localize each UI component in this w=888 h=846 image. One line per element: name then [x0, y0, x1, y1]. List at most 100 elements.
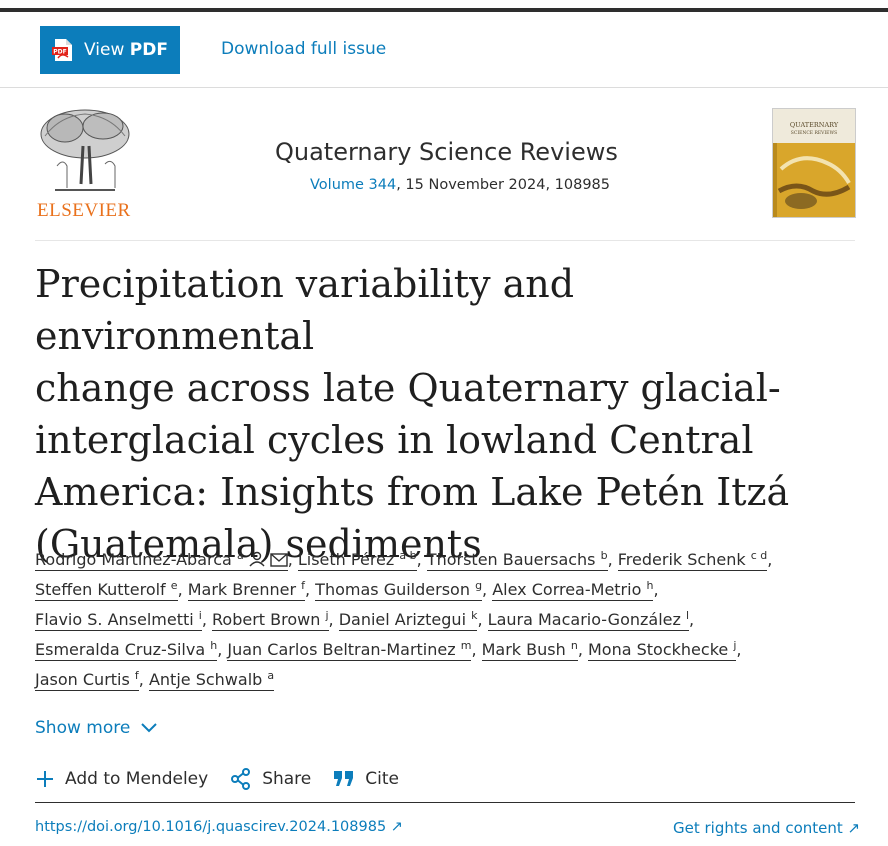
title-line: interglacial cycles in lowland Central	[35, 418, 754, 462]
author-name: Juan Carlos Beltran-Martinez	[227, 640, 456, 659]
author-separator: ,	[138, 670, 149, 689]
share-label: Share	[262, 769, 312, 789]
download-full-issue-link[interactable]: Download full issue	[221, 39, 387, 59]
author-name: Thorsten Bauersachs	[426, 550, 596, 569]
author-name: Mona Stockhecke	[588, 640, 729, 659]
author-affiliation: f	[301, 579, 305, 592]
article-actions: Add to Mendeley Share Cite	[35, 767, 421, 791]
author-link[interactable]: Thomas Guilderson g	[315, 579, 483, 601]
author-separator: ,	[482, 580, 493, 599]
author-affiliation: j	[733, 639, 737, 652]
article-title: Precipitation variability and environmen…	[35, 258, 855, 570]
volume-link[interactable]: Volume 344	[310, 177, 397, 193]
title-line: Precipitation variability and environmen…	[35, 262, 575, 358]
cover-title-2: SCIENCE REVIEWS	[791, 130, 837, 136]
author-link[interactable]: Esmeralda Cruz-Silva h	[35, 639, 218, 661]
author-link[interactable]: Rodrigo Martínez-Abarca a	[35, 550, 288, 571]
elsevier-tree-icon	[40, 109, 130, 191]
view-pdf-button[interactable]: PDF View PDF	[40, 26, 180, 74]
add-to-mendeley-label: Add to Mendeley	[65, 769, 209, 789]
article-toolbar: PDF View PDF Download full issue	[0, 12, 888, 88]
author-separator: ,	[217, 640, 228, 659]
author-name: Rodrigo Martínez-Abarca	[35, 550, 232, 569]
author-separator: ,	[287, 550, 298, 569]
cite-label: Cite	[365, 769, 399, 789]
author-link[interactable]: Robert Brown j	[212, 610, 329, 631]
publisher-wordmark: ELSEVIER	[37, 200, 131, 221]
author-link[interactable]: Jason Curtis f	[35, 670, 139, 691]
author-affiliation: a	[236, 549, 244, 562]
author-name: Jason Curtis	[35, 670, 130, 689]
view-pdf-label-bold: PDF	[129, 40, 168, 60]
author-affiliation: n	[570, 639, 578, 652]
author-separator: ,	[471, 640, 482, 659]
author-name: Flavio S. Anselmetti	[35, 610, 194, 629]
show-more-label: Show more	[35, 718, 131, 738]
author-name: Laura Macario-González	[487, 610, 681, 629]
author-link[interactable]: Mark Brenner f	[187, 579, 305, 601]
author-link[interactable]: Laura Macario-González l	[487, 609, 690, 631]
cover-title-1: QUATERNARY	[790, 121, 839, 129]
author-affiliation: c d	[750, 549, 768, 562]
author-affiliation: k	[471, 609, 478, 622]
top-border	[0, 8, 888, 12]
author-separator: ,	[607, 550, 618, 569]
author-affiliation: h	[646, 579, 654, 592]
author-name: Alex Correa-Metrio	[492, 580, 642, 599]
author-separator: ,	[305, 580, 316, 599]
email-icon	[269, 553, 288, 567]
author-separator: ,	[477, 610, 488, 629]
author-link[interactable]: Daniel Ariztegui k	[338, 609, 478, 631]
author-separator: ,	[416, 550, 427, 569]
issue-info: Volume 344, 15 November 2024, 108985	[310, 177, 610, 193]
author-link[interactable]: Steffen Kutterolf e	[35, 580, 178, 601]
author-affiliation: l	[685, 609, 690, 622]
author-link[interactable]: Liseth Pérez a b	[297, 549, 417, 571]
author-separator: ,	[653, 580, 664, 599]
author-name: Thomas Guilderson	[315, 580, 470, 599]
issue-date: , 15 November 2024, 108985	[396, 177, 611, 193]
author-link[interactable]: Mark Bush n	[481, 639, 578, 661]
author-affiliation: b	[600, 549, 608, 562]
author-link[interactable]: Antje Schwalb a	[148, 670, 275, 691]
add-to-mendeley-button[interactable]: Add to Mendeley	[35, 769, 208, 789]
author-link[interactable]: Frederik Schenk c d	[617, 549, 768, 571]
chevron-down-icon	[141, 723, 158, 733]
author-affiliation: h	[210, 639, 218, 652]
get-rights-link[interactable]: Get rights and content ↗	[673, 819, 861, 837]
journal-cover-image[interactable]: QUATERNARY SCIENCE REVIEWS	[772, 108, 856, 218]
svg-text:PDF: PDF	[53, 49, 66, 56]
share-button[interactable]: Share	[230, 768, 311, 790]
author-link[interactable]: Mona Stockhecke j	[588, 639, 737, 661]
journal-cover-art: QUATERNARY SCIENCE REVIEWS	[773, 109, 855, 217]
author-separator: ,	[328, 610, 339, 629]
journal-title-link[interactable]: Quaternary Science Reviews	[275, 138, 618, 166]
author-affiliation: f	[134, 669, 139, 682]
author-separator: ,	[577, 640, 588, 659]
share-icon	[231, 768, 251, 790]
author-separator: ,	[736, 640, 747, 659]
author-separator: ,	[767, 550, 778, 569]
cite-button[interactable]: Cite	[333, 769, 399, 789]
doi-link[interactable]: https://doi.org/10.1016/j.quascirev.2024…	[35, 819, 403, 835]
author-name: Antje Schwalb	[148, 670, 263, 689]
author-name: Steffen Kutterolf	[35, 580, 166, 599]
show-more-button[interactable]: Show more	[35, 718, 158, 738]
divider	[35, 802, 855, 803]
author-name: Mark Brenner	[187, 580, 297, 599]
journal-header: ELSEVIER Quaternary Science Reviews Volu…	[35, 106, 856, 241]
author-name: Daniel Ariztegui	[338, 610, 467, 629]
author-link[interactable]: Flavio S. Anselmetti i	[35, 610, 202, 631]
author-link[interactable]: Thorsten Bauersachs b	[426, 549, 608, 571]
author-separator: ,	[177, 580, 188, 599]
author-name: Mark Bush	[481, 640, 566, 659]
author-link[interactable]: Alex Correa-Metrio h	[492, 579, 654, 601]
view-pdf-label-prefix: View	[84, 40, 130, 60]
author-link[interactable]: Juan Carlos Beltran-Martinez m	[227, 639, 472, 661]
author-affiliation: m	[460, 639, 472, 652]
author-name: Liseth Pérez	[297, 550, 395, 569]
author-affiliation: a b	[399, 549, 417, 562]
title-line: change across late Quaternary glacial-	[35, 366, 781, 410]
author-affiliation: g	[475, 579, 483, 592]
elsevier-logo[interactable]: ELSEVIER	[35, 106, 135, 221]
